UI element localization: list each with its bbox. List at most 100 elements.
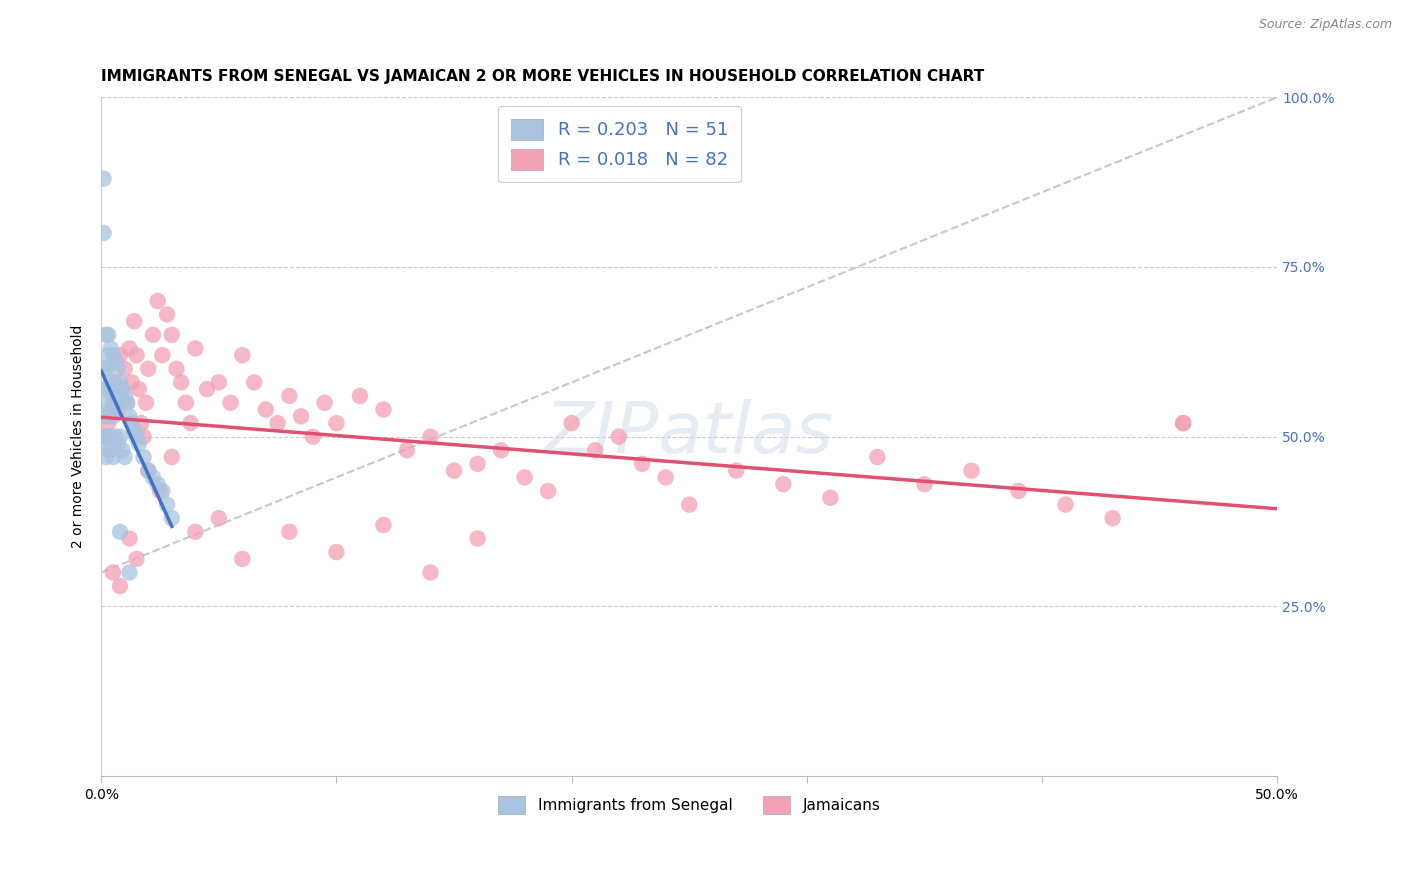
Point — [93, 226, 115, 240]
Point — [208, 511, 231, 525]
Point — [100, 430, 122, 444]
Text: Source: ZipAtlas.com: Source: ZipAtlas.com — [1258, 18, 1392, 31]
Point — [125, 348, 148, 362]
Point — [583, 443, 606, 458]
Point — [107, 361, 129, 376]
Point — [149, 483, 172, 498]
Point — [349, 389, 371, 403]
Point — [114, 389, 136, 403]
Point — [104, 389, 127, 403]
Point — [489, 443, 512, 458]
Point — [395, 443, 418, 458]
Point — [136, 464, 159, 478]
Point — [104, 355, 127, 369]
Point — [94, 382, 117, 396]
Point — [195, 382, 218, 396]
Point — [121, 376, 143, 390]
Point — [136, 361, 159, 376]
Point — [266, 416, 288, 430]
Point — [725, 464, 748, 478]
Point — [97, 416, 120, 430]
Point — [1173, 416, 1195, 430]
Point — [231, 552, 253, 566]
Point — [101, 566, 124, 580]
Point — [132, 430, 155, 444]
Point — [108, 430, 131, 444]
Point — [419, 566, 441, 580]
Point — [278, 524, 301, 539]
Point — [101, 450, 124, 464]
Point — [129, 416, 152, 430]
Point — [107, 402, 129, 417]
Point — [325, 545, 347, 559]
Point — [114, 361, 136, 376]
Point — [93, 430, 115, 444]
Point — [290, 409, 312, 424]
Point — [174, 395, 197, 409]
Point — [93, 395, 115, 409]
Point — [101, 348, 124, 362]
Point — [94, 430, 117, 444]
Point — [94, 327, 117, 342]
Point — [101, 382, 124, 396]
Point — [866, 450, 889, 464]
Point — [136, 464, 159, 478]
Point — [100, 402, 122, 417]
Point — [184, 524, 207, 539]
Point — [561, 416, 583, 430]
Point — [254, 402, 277, 417]
Point — [94, 450, 117, 464]
Point — [118, 342, 141, 356]
Point — [208, 376, 231, 390]
Point — [373, 402, 395, 417]
Point — [419, 430, 441, 444]
Point — [97, 443, 120, 458]
Point — [1173, 416, 1195, 430]
Point — [302, 430, 325, 444]
Point — [104, 430, 127, 444]
Point — [104, 376, 127, 390]
Point — [128, 382, 150, 396]
Point — [118, 566, 141, 580]
Point — [607, 430, 630, 444]
Point — [678, 498, 700, 512]
Point — [128, 436, 150, 450]
Legend: Immigrants from Senegal, Jamaicans: Immigrants from Senegal, Jamaicans — [489, 787, 890, 822]
Point — [97, 382, 120, 396]
Point — [146, 477, 169, 491]
Point — [160, 327, 183, 342]
Point — [467, 532, 489, 546]
Point — [121, 416, 143, 430]
Point — [94, 430, 117, 444]
Point — [1101, 511, 1123, 525]
Point — [772, 477, 794, 491]
Point — [914, 477, 936, 491]
Point — [537, 483, 560, 498]
Point — [156, 308, 179, 322]
Point — [180, 416, 202, 430]
Point — [243, 376, 266, 390]
Point — [108, 524, 131, 539]
Point — [160, 450, 183, 464]
Point — [114, 450, 136, 464]
Point — [1054, 498, 1077, 512]
Point — [122, 423, 145, 437]
Point — [125, 552, 148, 566]
Point — [101, 409, 124, 424]
Point — [111, 443, 134, 458]
Point — [142, 470, 165, 484]
Point — [146, 293, 169, 308]
Point — [156, 498, 179, 512]
Point — [118, 532, 141, 546]
Point — [100, 342, 122, 356]
Point — [93, 171, 115, 186]
Point — [122, 314, 145, 328]
Point — [325, 416, 347, 430]
Point — [135, 395, 157, 409]
Point — [111, 382, 134, 396]
Point — [100, 376, 122, 390]
Point — [118, 409, 141, 424]
Point — [94, 361, 117, 376]
Point — [160, 511, 183, 525]
Point — [132, 450, 155, 464]
